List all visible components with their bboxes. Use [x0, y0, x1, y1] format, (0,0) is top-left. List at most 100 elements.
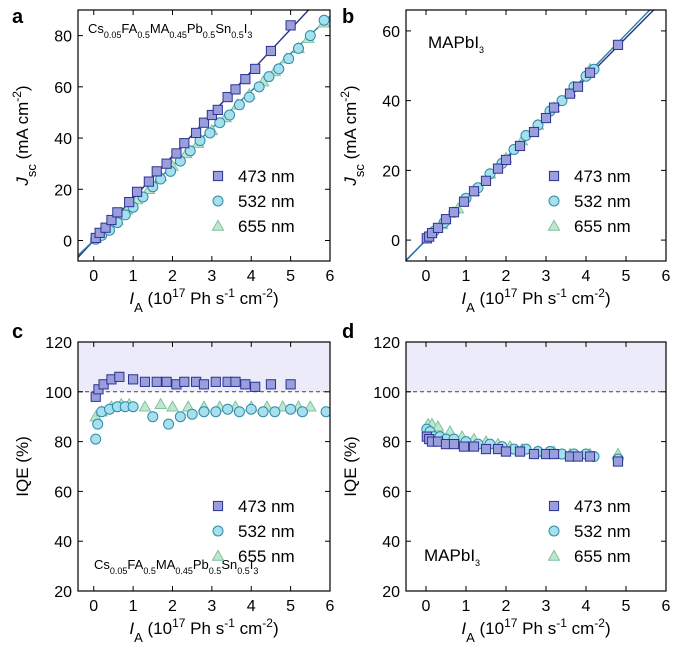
y-tick-label: 40	[382, 94, 400, 111]
data-point	[514, 446, 526, 457]
data-point	[161, 376, 172, 387]
y-tick-label: 60	[54, 484, 72, 501]
x-tick-label: 4	[247, 598, 256, 615]
panel-label-b: b	[342, 6, 354, 28]
x-tick-label: 1	[129, 598, 138, 615]
data-point	[233, 99, 245, 111]
data-point	[556, 95, 568, 107]
y-tick-label: 0	[391, 233, 400, 250]
legend-marker	[212, 525, 224, 537]
x-axis-label: IA (1017 Ph s-1 cm-2)	[129, 616, 278, 645]
compound-annotation: Cs0.05FA0.5MA0.45Pb0.5Sn0.5I3	[94, 557, 258, 576]
legend-marker	[212, 170, 224, 182]
data-point	[431, 420, 445, 432]
data-point	[265, 45, 277, 57]
y-tick-label: 60	[54, 80, 72, 97]
compound-annotation: MAPbI3	[424, 546, 480, 568]
legend-marker	[211, 549, 225, 561]
data-point	[243, 91, 255, 103]
data-point	[92, 418, 104, 430]
data-point	[114, 371, 125, 382]
x-axis-label: IA (1017 Ph s-1 cm-2)	[461, 616, 610, 645]
panel-label-a: a	[12, 6, 24, 28]
data-point	[283, 53, 295, 65]
data-point	[128, 374, 139, 385]
y-tick-label: 20	[54, 182, 72, 199]
data-point	[480, 175, 492, 186]
data-point	[204, 127, 216, 139]
y-tick-label: 120	[373, 335, 400, 352]
axes-frame	[405, 341, 667, 592]
axes-frame	[77, 341, 331, 592]
x-tick-label: 5	[622, 268, 631, 285]
data-point	[612, 456, 624, 467]
data-point	[528, 126, 540, 138]
y-tick-label: 100	[373, 385, 400, 402]
x-tick-label: 1	[129, 268, 138, 285]
data-point	[245, 403, 257, 415]
data-point	[191, 127, 202, 139]
data-point	[250, 63, 261, 75]
legend-marker	[548, 195, 560, 207]
x-tick-label: 2	[168, 268, 177, 285]
y-tick-label: 80	[382, 435, 400, 452]
x-tick-label: 0	[422, 268, 431, 285]
y-tick-label: 20	[382, 584, 400, 601]
data-point	[612, 39, 624, 50]
x-tick-label: 3	[542, 268, 551, 285]
data-point	[468, 186, 480, 197]
data-point	[500, 154, 512, 166]
panel-label-d: d	[342, 321, 354, 343]
y-tick-label: 40	[54, 534, 72, 551]
x-tick-label: 4	[582, 268, 591, 285]
panel-d-plot: 0 1 2 3 4 5 6 20 40 60 80 100 120 IA (1017 Ph s-1 cm-…	[341, 335, 671, 645]
data-point	[94, 227, 105, 238]
data-point	[184, 145, 196, 157]
data-point	[426, 228, 438, 239]
data-point	[250, 381, 261, 392]
legend-label: 655 nm	[574, 547, 631, 566]
data-point	[179, 138, 190, 149]
data-point	[240, 379, 251, 390]
data-point	[273, 63, 285, 75]
legend-marker	[547, 219, 561, 231]
data-point	[528, 448, 540, 460]
data-point	[206, 109, 217, 121]
legend-label: 655 nm	[238, 547, 295, 566]
x-tick-label: 3	[542, 598, 551, 615]
data-point	[480, 443, 492, 455]
data-point	[265, 379, 277, 390]
data-point	[151, 376, 162, 387]
data-point	[198, 406, 210, 418]
x-tick-label: 5	[286, 598, 295, 615]
data-point	[163, 418, 175, 430]
legend-marker	[547, 549, 561, 561]
y-tick-label: 120	[45, 335, 72, 352]
data-point	[222, 91, 233, 103]
data-point	[548, 448, 560, 460]
x-tick-label: 4	[247, 268, 256, 285]
data-point	[212, 104, 223, 115]
y-tick-label: 80	[54, 435, 72, 452]
y-tick-label: 60	[382, 24, 400, 41]
panel-label-c: c	[12, 321, 23, 343]
x-tick-label: 0	[89, 598, 98, 615]
data-point	[548, 102, 560, 113]
y-tick-label: 0	[63, 234, 72, 251]
data-point	[179, 376, 190, 387]
data-point	[514, 140, 526, 152]
data-point	[230, 84, 241, 95]
data-point	[303, 400, 317, 412]
x-tick-label: 2	[502, 268, 511, 285]
data-point	[198, 117, 210, 128]
legend-label: 532 nm	[238, 522, 295, 541]
data-point	[147, 411, 159, 423]
data-point	[174, 411, 186, 423]
y-tick-label: 20	[54, 584, 72, 601]
y-axis-label: IQE (%)	[341, 436, 360, 496]
data-point	[214, 117, 226, 129]
y-axis-label: Jsc (mA cm-2)	[338, 85, 367, 186]
data-point	[320, 406, 330, 418]
legend-label: 655 nm	[574, 217, 631, 236]
